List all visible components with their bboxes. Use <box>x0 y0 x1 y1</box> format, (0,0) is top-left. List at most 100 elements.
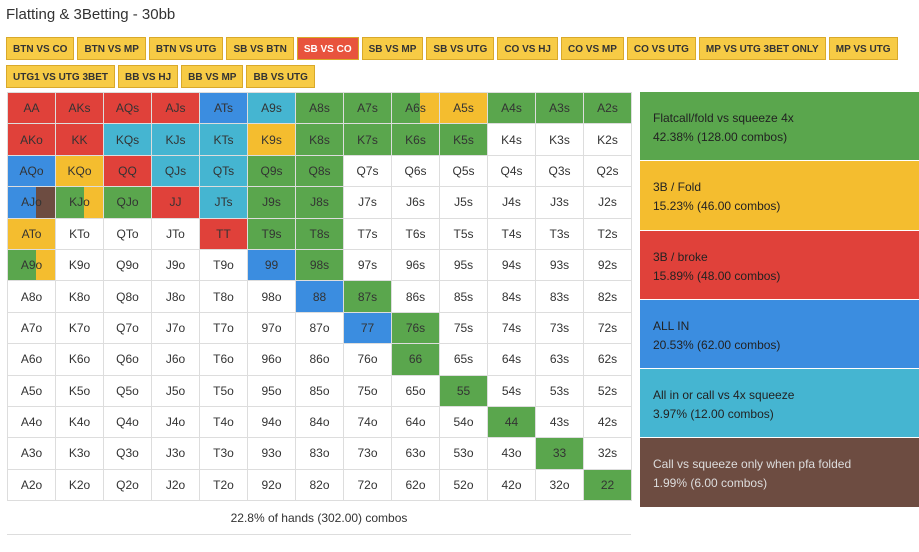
hand-cell[interactable]: K4o <box>56 406 104 439</box>
tab[interactable]: BB VS UTG <box>246 65 315 88</box>
tab[interactable]: CO VS UTG <box>626 37 696 60</box>
hand-cell[interactable]: 86o <box>296 344 344 376</box>
hand-cell[interactable]: T3o <box>200 438 248 470</box>
hand-cell[interactable]: 76s <box>392 312 440 345</box>
hand-cell[interactable]: J8s <box>296 187 344 219</box>
hand-cell[interactable]: 32s <box>584 438 632 470</box>
hand-cell[interactable]: 87s <box>344 281 392 313</box>
hand-cell[interactable]: A4s <box>488 93 536 125</box>
hand-cell[interactable]: 54o <box>440 406 488 439</box>
hand-cell[interactable]: 22 <box>584 469 632 502</box>
legend-item[interactable]: Call vs squeeze only when pfa folded 1.99… <box>640 438 919 508</box>
hand-cell[interactable]: 94o <box>248 406 296 439</box>
hand-cell[interactable]: 65s <box>440 344 488 376</box>
tab[interactable]: BB VS HJ <box>118 65 179 88</box>
hand-cell[interactable]: 92s <box>584 249 632 282</box>
hand-cell[interactable]: J5s <box>440 187 488 219</box>
hand-cell[interactable]: AQs <box>104 93 152 125</box>
hand-cell[interactable]: A2s <box>584 93 632 125</box>
hand-cell[interactable]: 75o <box>344 375 392 407</box>
hand-cell[interactable]: QTo <box>104 218 152 250</box>
tab[interactable]: SB VS UTG <box>426 37 495 60</box>
hand-cell[interactable]: 62o <box>392 469 440 502</box>
hand-cell[interactable]: 87o <box>296 312 344 345</box>
hand-cell[interactable]: J8o <box>152 281 200 313</box>
hand-cell[interactable]: J3o <box>152 438 200 470</box>
hand-cell[interactable]: 75s <box>440 312 488 345</box>
hand-cell[interactable]: 32o <box>536 469 584 502</box>
hand-cell[interactable]: JJ <box>152 187 200 219</box>
hand-cell[interactable]: AJs <box>152 93 200 125</box>
hand-cell[interactable]: JTo <box>152 218 200 250</box>
hand-cell[interactable]: T6s <box>392 218 440 250</box>
hand-cell[interactable]: 73s <box>536 312 584 345</box>
hand-cell[interactable]: A7s <box>344 93 392 125</box>
hand-cell[interactable]: AKo <box>8 124 56 156</box>
hand-cell[interactable]: T6o <box>200 344 248 376</box>
hand-cell[interactable]: J5o <box>152 375 200 407</box>
hand-cell[interactable]: J9o <box>152 249 200 282</box>
hand-cell[interactable]: 42s <box>584 406 632 439</box>
hand-cell[interactable]: 82o <box>296 469 344 502</box>
hand-cell[interactable]: AJo <box>8 187 56 219</box>
hand-cell[interactable]: T7s <box>344 218 392 250</box>
legend-item[interactable]: 3B / broke 15.89% (48.00 combos) <box>640 230 919 300</box>
hand-cell[interactable]: 83s <box>536 281 584 313</box>
hand-cell[interactable]: 43s <box>536 406 584 439</box>
hand-cell[interactable]: T9o <box>200 249 248 282</box>
tab[interactable]: BB VS MP <box>181 65 244 88</box>
hand-cell[interactable]: K9s <box>248 124 296 156</box>
hand-cell[interactable]: T3s <box>536 218 584 250</box>
hand-cell[interactable]: 33 <box>536 438 584 470</box>
tab[interactable]: MP VS UTG 3BET ONLY <box>698 37 826 60</box>
hand-cell[interactable]: 96s <box>392 249 440 282</box>
hand-cell[interactable]: TT <box>200 218 248 250</box>
hand-cell[interactable]: A8o <box>8 281 56 313</box>
hand-cell[interactable]: 54s <box>488 375 536 407</box>
hand-cell[interactable]: K2s <box>584 124 632 156</box>
hand-cell[interactable]: J6o <box>152 344 200 376</box>
hand-cell[interactable]: 95s <box>440 249 488 282</box>
hand-cell[interactable]: A3s <box>536 93 584 125</box>
hand-cell[interactable]: KQs <box>104 124 152 156</box>
hand-cell[interactable]: AQo <box>8 155 56 188</box>
hand-cell[interactable]: Q9s <box>248 155 296 188</box>
hand-cell[interactable]: Q8o <box>104 281 152 313</box>
tab[interactable]: SB VS BTN <box>226 37 294 60</box>
legend-item[interactable]: All in or call vs 4x squeeze 3.97% (12.00… <box>640 369 919 439</box>
hand-cell[interactable]: 63o <box>392 438 440 470</box>
hand-cell[interactable]: 94s <box>488 249 536 282</box>
hand-cell[interactable]: ATs <box>200 93 248 125</box>
hand-cell[interactable]: 82s <box>584 281 632 313</box>
hand-cell[interactable]: 52o <box>440 469 488 502</box>
hand-cell[interactable]: 64s <box>488 344 536 376</box>
hand-cell[interactable]: KK <box>56 124 104 156</box>
hand-cell[interactable]: J2o <box>152 469 200 502</box>
tab[interactable]: BTN VS UTG <box>148 37 224 60</box>
hand-cell[interactable]: A5o <box>8 375 56 407</box>
hand-cell[interactable]: 84s <box>488 281 536 313</box>
hand-cell[interactable]: Q5s <box>440 155 488 188</box>
hand-cell[interactable]: 64o <box>392 406 440 439</box>
hand-cell[interactable]: KJs <box>152 124 200 156</box>
hand-cell[interactable]: A5s <box>440 93 488 125</box>
hand-cell[interactable]: 83o <box>296 438 344 470</box>
hand-cell[interactable]: 96o <box>248 344 296 376</box>
hand-cell[interactable]: 85s <box>440 281 488 313</box>
hand-cell[interactable]: Q7o <box>104 312 152 345</box>
hand-cell[interactable]: 77 <box>344 312 392 345</box>
hand-cell[interactable]: JTs <box>200 187 248 219</box>
hand-cell[interactable]: 97s <box>344 249 392 282</box>
hand-cell[interactable]: T9s <box>248 218 296 250</box>
hand-cell[interactable]: Q2s <box>584 155 632 188</box>
hand-cell[interactable]: 95o <box>248 375 296 407</box>
hand-cell[interactable]: AKs <box>56 93 104 125</box>
hand-cell[interactable]: 63s <box>536 344 584 376</box>
hand-cell[interactable]: A4o <box>8 406 56 439</box>
hand-cell[interactable]: 52s <box>584 375 632 407</box>
hand-cell[interactable]: A9o <box>8 249 56 282</box>
hand-cell[interactable]: KJo <box>56 187 104 219</box>
hand-cell[interactable]: 97o <box>248 312 296 345</box>
hand-cell[interactable]: T5s <box>440 218 488 250</box>
hand-cell[interactable]: A9s <box>248 93 296 125</box>
